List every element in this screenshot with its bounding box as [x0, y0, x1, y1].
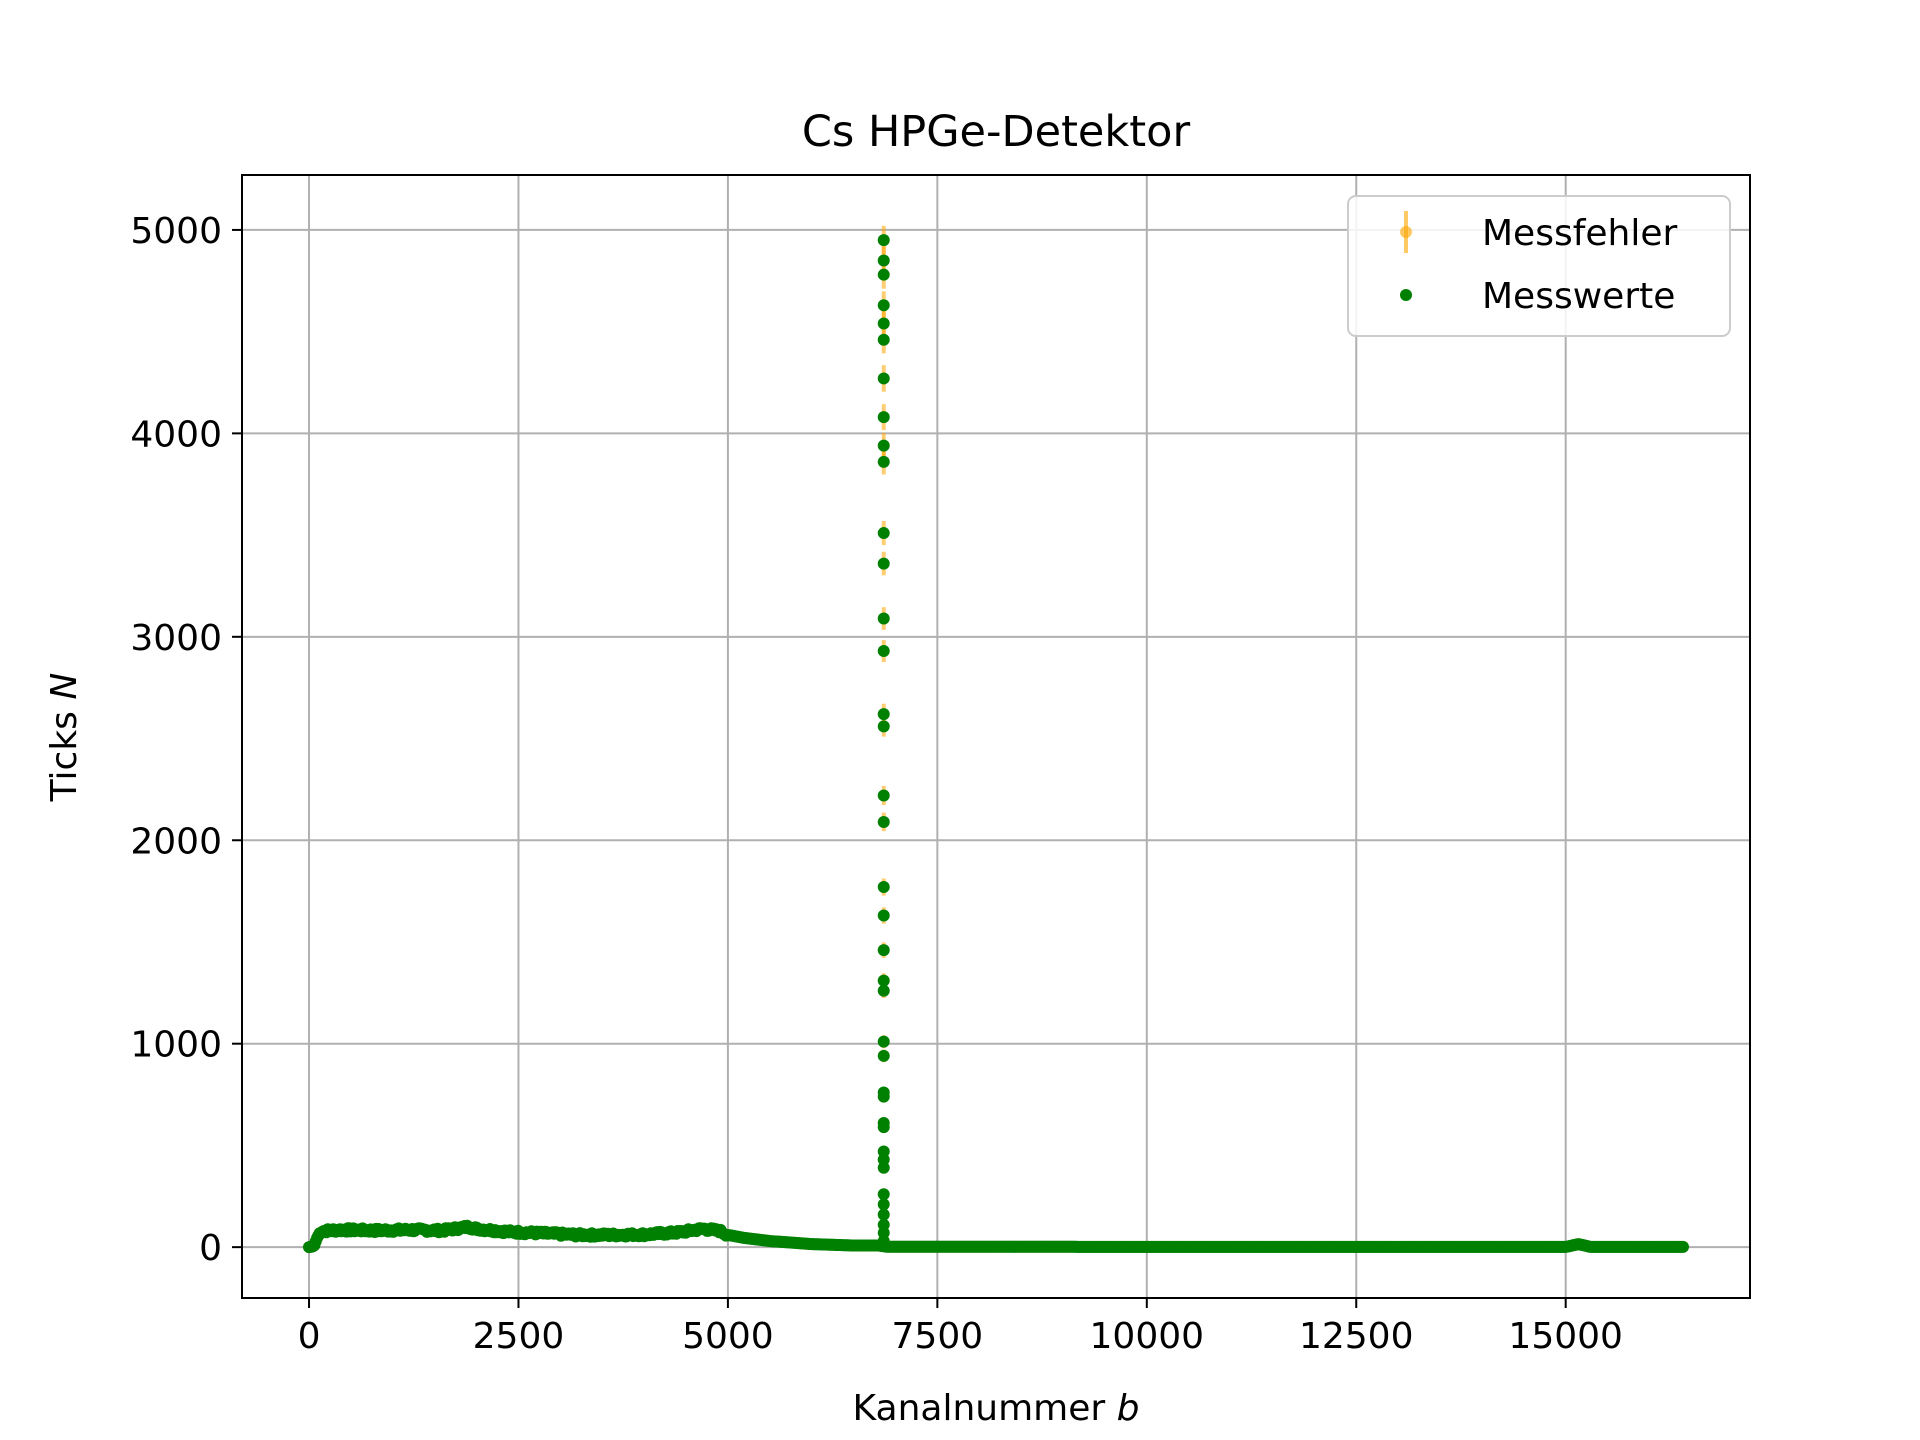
- data-point-peak: [877, 974, 890, 987]
- y-tick-label: 0: [199, 1228, 222, 1269]
- data-point-peak: [877, 527, 890, 540]
- x-axis-label-variable: b: [1117, 1388, 1140, 1429]
- x-axis-ticks: 0 2500 5000 7500 10000 12500 15000: [298, 1298, 1623, 1357]
- data-point-peak: [877, 333, 890, 346]
- data-point-peak: [877, 372, 890, 385]
- data-point-peak: [877, 984, 890, 997]
- data-point-peak: [877, 268, 890, 281]
- data-points: [303, 234, 1689, 1254]
- legend-point-marker: [1400, 289, 1412, 301]
- x-tick-label: 10000: [1090, 1316, 1205, 1357]
- y-axis-ticks: 0 1000 2000 3000 4000 5000: [130, 211, 242, 1269]
- data-point-peak: [877, 317, 890, 330]
- data-point-peak: [877, 299, 890, 312]
- data-point-peak: [877, 1208, 890, 1221]
- data-point-peak: [877, 815, 890, 828]
- data-point-peak: [877, 455, 890, 468]
- data-point-peak: [877, 1086, 890, 1099]
- data-point-peak: [877, 720, 890, 733]
- x-axis-label: Kanalnummer b: [853, 1388, 1140, 1429]
- data-point-peak: [877, 645, 890, 658]
- x-axis-label-text: Kanalnummer: [853, 1388, 1117, 1429]
- data-point-peak: [877, 944, 890, 957]
- data-point-peak: [877, 881, 890, 894]
- y-axis-label-variable: N: [44, 673, 85, 700]
- x-tick-label: 15000: [1508, 1316, 1623, 1357]
- y-tick-label: 5000: [130, 211, 222, 252]
- y-axis-label-text: Ticks: [44, 700, 85, 803]
- data-point-peak: [877, 1198, 890, 1211]
- y-tick-label: 3000: [130, 618, 222, 659]
- data-point-peak: [877, 557, 890, 570]
- data-point-peak: [877, 411, 890, 424]
- data-point-peak: [877, 1218, 890, 1231]
- data-point-peak: [877, 439, 890, 452]
- data-point-peak: [877, 612, 890, 625]
- x-tick-label: 5000: [682, 1316, 774, 1357]
- data-point-peak: [877, 708, 890, 721]
- plot-frame: [241, 174, 1751, 1299]
- data-point-peak: [877, 234, 890, 247]
- y-axis-label: Ticks N: [44, 673, 85, 803]
- x-tick-label: 2500: [473, 1316, 565, 1357]
- data-point-peak: [877, 789, 890, 802]
- legend-box: [1347, 195, 1731, 337]
- y-tick-label: 4000: [130, 414, 222, 455]
- legend-label-messfehler: Messfehler: [1482, 213, 1678, 254]
- data-point-peak: [877, 1188, 890, 1201]
- data-point-peak: [877, 1145, 890, 1158]
- y-tick-label: 2000: [130, 821, 222, 862]
- legend-label-messwerte: Messwerte: [1482, 276, 1675, 317]
- data-point: [1677, 1240, 1689, 1253]
- x-tick-label: 12500: [1299, 1316, 1414, 1357]
- data-point-peak: [877, 1117, 890, 1130]
- data-point-peak: [877, 1035, 890, 1048]
- x-tick-label: 0: [298, 1316, 321, 1357]
- legend-errorbar-point: [1400, 226, 1412, 238]
- legend: Messfehler Messwerte: [1347, 195, 1731, 337]
- y-tick-label: 1000: [130, 1025, 222, 1066]
- chart-title: Cs HPGe-Detektor: [802, 107, 1191, 157]
- x-tick-label: 7500: [892, 1316, 984, 1357]
- data-point-peak: [877, 909, 890, 922]
- data-point-peak: [877, 254, 890, 267]
- data-point-peak: [877, 1049, 890, 1062]
- grid: [242, 175, 1750, 1298]
